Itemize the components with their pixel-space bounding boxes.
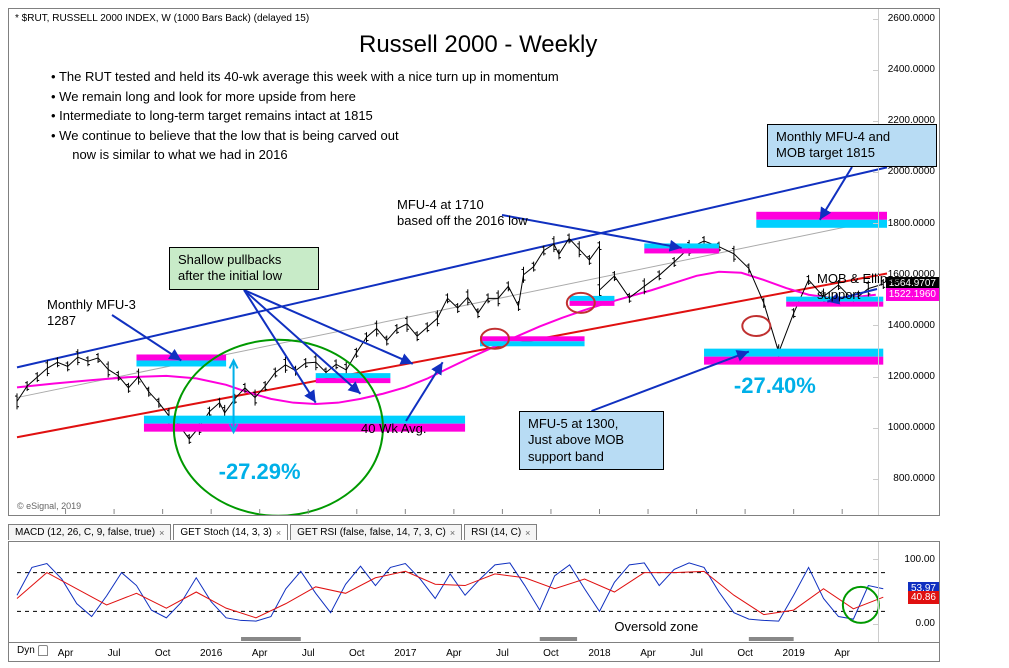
lock-icon [38,645,48,656]
x-tick: Jul [690,648,703,659]
close-icon[interactable]: × [159,528,164,538]
x-tick: Jul [302,648,315,659]
chart-root: * $RUT, RUSSELL 2000 INDEX, W (1000 Bars… [0,0,1009,668]
callout: Monthly MFU-31287 [47,297,177,330]
callout: 40 Wk Avg. [361,421,451,437]
y-tick: 1000.0000 [879,422,935,433]
time-axis: Dyn Apr Jul Oct 2016 Apr Jul Oct 2017 Apr Jul Oct 2… [8,643,940,662]
pct-label: -27.29% [219,459,301,485]
x-tick: Jul [496,648,509,659]
callout: Shallow pullbacksafter the initial low [169,247,319,290]
x-tick: Oct [155,648,171,659]
x-tick: 2018 [588,648,610,659]
price-panel: * $RUT, RUSSELL 2000 INDEX, W (1000 Bars… [8,8,940,516]
y-tick: 2000.0000 [879,166,935,177]
y-tick: 1200.0000 [879,371,935,382]
callout: MFU-5 at 1300,Just above MOBsupport band [519,411,664,470]
x-tick: Apr [834,648,850,659]
x-tick: Apr [446,648,462,659]
x-tick: Apr [58,648,74,659]
dyn-indicator: Dyn [17,645,48,656]
y-tick: 2400.0000 [879,64,935,75]
indicator-tab-3[interactable]: RSI (14, C) × [464,524,537,540]
dyn-label: Dyn [17,645,35,656]
y-tick: 1400.0000 [879,320,935,331]
close-icon[interactable]: × [276,528,281,538]
x-tick: 2017 [394,648,416,659]
x-tick: 2019 [783,648,805,659]
indicator-tabbar: MACD (12, 26, C, 9, false, true)×GET Sto… [8,524,537,540]
x-tick: Oct [349,648,365,659]
close-icon[interactable]: × [450,528,455,538]
price-chart-svg [9,9,939,515]
oscillator-svg [9,542,939,642]
price-y-axis: 800.00001000.00001200.00001400.00001600.… [878,9,939,515]
x-tick: 2016 [200,648,222,659]
x-tick: Apr [252,648,268,659]
osc-ytick: 0.00 [879,618,935,629]
indicator-tab-2[interactable]: GET RSI (false, false, 14, 7, 3, C) × [290,524,462,540]
oscillator-panel: 0.00100.0053.9740.86 Oversold zone [8,541,940,643]
osc-y-axis: 0.00100.0053.9740.86 [878,542,939,642]
x-tick: Oct [543,648,559,659]
pct-label: -27.40% [734,373,816,399]
tab-label: GET Stoch (14, 3, 3) [180,527,272,538]
callout: MFU-4 at 1710based off the 2016 low [397,197,607,230]
y-tick: 800.0000 [879,473,935,484]
callout: Monthly MFU-4 andMOB target 1815 [767,124,937,167]
x-tick: Jul [108,648,121,659]
x-tick: Oct [737,648,753,659]
y-tick: 2600.0000 [879,13,935,24]
tab-label: RSI (14, C) [471,527,521,538]
tab-label: MACD (12, 26, C, 9, false, true) [15,527,155,538]
tab-label: GET RSI (false, false, 14, 7, 3, C) [297,527,446,538]
osc-tag: 40.86 [908,591,939,604]
oversold-label: Oversold zone [614,619,698,634]
x-tick: Apr [640,648,656,659]
callout: MOB & Ellipsesupport [817,271,937,304]
osc-ytick: 100.00 [879,554,935,565]
indicator-tab-1[interactable]: GET Stoch (14, 3, 3) × [173,524,288,540]
y-tick: 1800.0000 [879,218,935,229]
close-icon[interactable]: × [525,528,530,538]
indicator-tab-0[interactable]: MACD (12, 26, C, 9, false, true) × [8,524,171,540]
